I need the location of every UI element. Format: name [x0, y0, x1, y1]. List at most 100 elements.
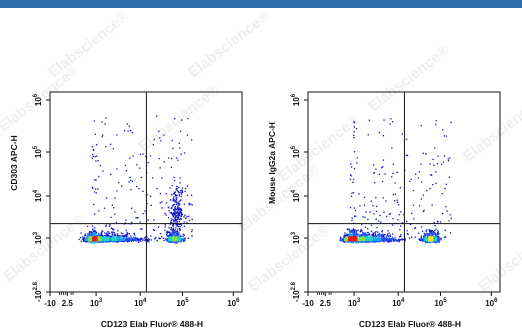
data-point [354, 215, 356, 217]
data-point [170, 166, 173, 169]
data-point [397, 239, 400, 241]
data-point [158, 226, 160, 228]
data-point [175, 242, 177, 244]
data-point [92, 238, 94, 240]
data-point [363, 204, 366, 206]
data-point [174, 235, 176, 238]
data-point [437, 236, 440, 238]
data-point [436, 235, 439, 238]
data-point [178, 142, 180, 144]
data-point [381, 239, 383, 241]
data-point [125, 233, 128, 236]
data-point [177, 213, 180, 215]
data-point [107, 238, 110, 240]
data-point [160, 140, 162, 142]
data-point [348, 229, 351, 231]
data-point [117, 230, 119, 232]
data-point [90, 232, 92, 234]
data-point [372, 205, 374, 207]
data-point [112, 148, 114, 150]
data-point [116, 240, 118, 242]
data-point [414, 227, 416, 229]
data-point [105, 239, 107, 241]
data-point [164, 224, 166, 226]
data-point [180, 212, 183, 215]
data-point [406, 154, 409, 157]
data-point [182, 240, 185, 242]
data-point [183, 152, 186, 154]
data-point [429, 242, 431, 244]
data-point [179, 235, 181, 238]
data-point [175, 207, 177, 209]
data-point [175, 215, 177, 218]
data-point [398, 239, 401, 241]
data-point [107, 233, 109, 235]
data-point [104, 232, 106, 234]
data-point [436, 239, 439, 241]
data-point [360, 235, 362, 238]
data-point [180, 224, 183, 226]
top-color-band [0, 0, 522, 8]
data-point [191, 139, 193, 141]
data-point [350, 175, 352, 177]
data-point [343, 239, 345, 241]
x-tick-label: 104 [134, 298, 147, 308]
data-point [377, 238, 379, 240]
data-point [103, 240, 105, 243]
data-point [90, 239, 92, 241]
data-point [146, 239, 148, 242]
data-point [177, 228, 179, 230]
data-point [140, 228, 142, 230]
data-point [109, 235, 111, 237]
data-point [175, 195, 178, 197]
data-point [354, 233, 356, 235]
data-point [184, 190, 186, 193]
data-point [353, 231, 355, 234]
data-point [181, 189, 183, 191]
data-point [387, 230, 389, 232]
data-point [435, 241, 438, 243]
data-point [158, 130, 160, 132]
data-point [91, 242, 93, 244]
data-point [187, 118, 189, 120]
data-point [115, 239, 117, 242]
data-point [174, 193, 176, 195]
data-point [113, 236, 115, 238]
data-point [369, 211, 371, 213]
data-point [379, 214, 381, 217]
data-point [117, 240, 119, 243]
data-point [349, 178, 352, 180]
data-point [439, 238, 441, 241]
data-point [119, 237, 121, 239]
data-point [175, 211, 177, 214]
data-point [438, 241, 440, 243]
data-point [392, 218, 394, 220]
data-point [392, 194, 395, 196]
data-point [375, 210, 378, 212]
data-point [423, 232, 425, 235]
data-point [100, 239, 102, 242]
data-point [191, 231, 193, 233]
data-point [426, 229, 428, 231]
data-point [435, 235, 438, 237]
data-point [361, 240, 363, 242]
data-point [170, 211, 173, 214]
data-point [174, 180, 176, 182]
data-point [343, 238, 345, 241]
data-point [442, 129, 444, 131]
data-point [370, 200, 372, 202]
data-point [105, 224, 107, 226]
data-point [178, 201, 180, 203]
data-point [364, 216, 366, 218]
data-point [383, 236, 385, 238]
data-point [373, 172, 375, 174]
data-point [433, 230, 435, 233]
data-point [171, 194, 173, 196]
data-point [175, 239, 177, 242]
data-point [125, 170, 127, 172]
data-point [142, 190, 144, 192]
data-point [164, 212, 166, 214]
data-point [91, 157, 93, 160]
data-point [390, 118, 392, 120]
data-point [125, 238, 128, 240]
